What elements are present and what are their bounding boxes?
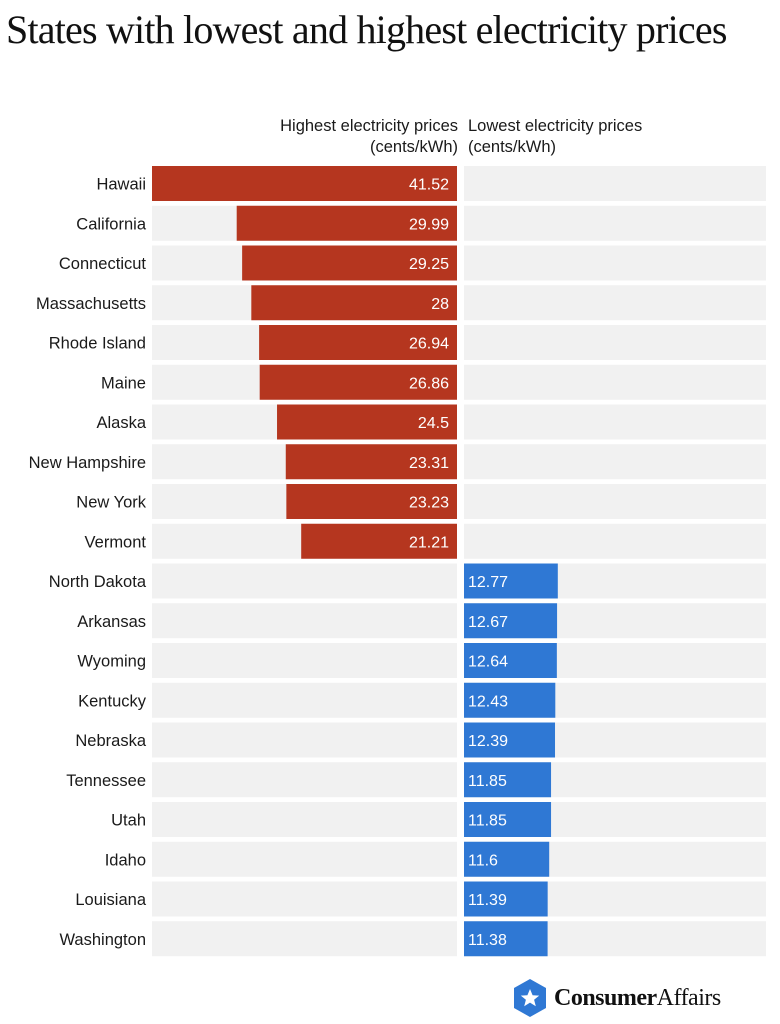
state-label: Nebraska xyxy=(75,732,146,750)
bar-low xyxy=(464,921,548,957)
bar-high xyxy=(301,523,457,559)
value-label: 12.77 xyxy=(468,574,508,591)
brand-name-regular: Affairs xyxy=(656,985,722,1011)
track-high xyxy=(152,563,457,599)
track-high xyxy=(152,881,457,917)
value-label: 24.5 xyxy=(418,415,449,432)
track-high xyxy=(152,802,457,837)
track-high xyxy=(152,921,457,957)
bar-low xyxy=(464,802,552,837)
value-label: 26.86 xyxy=(409,375,449,392)
header-lowest-line2: (cents/kWh) xyxy=(468,138,557,156)
header-highest-line2: (cents/kWh) xyxy=(369,138,458,156)
state-label: Hawaii xyxy=(96,176,146,194)
track-high xyxy=(152,722,457,758)
track-low xyxy=(464,364,766,400)
header-lowest: Lowest electricity prices (cents/kWh) xyxy=(468,116,642,158)
brand-name: ConsumerAffairs xyxy=(554,984,721,1012)
brand-name-bold: Consumer xyxy=(554,985,657,1011)
bar-low xyxy=(464,643,557,678)
track-high xyxy=(152,762,457,798)
track-low xyxy=(464,285,766,321)
bar-low xyxy=(464,762,552,798)
bar-low xyxy=(464,881,548,917)
value-label: 12.43 xyxy=(468,693,508,710)
state-label: Louisiana xyxy=(75,891,146,909)
state-label: Wyoming xyxy=(77,653,146,671)
bar-low xyxy=(464,841,550,877)
bar-low xyxy=(464,682,556,718)
state-label: Maine xyxy=(101,374,146,392)
state-label: Tennessee xyxy=(66,772,146,790)
value-label: 11.6 xyxy=(468,852,498,869)
shield-star-icon xyxy=(514,979,546,1017)
value-label: 23.23 xyxy=(409,495,449,512)
value-label: 29.99 xyxy=(409,216,449,233)
track-low xyxy=(464,404,766,440)
track-low xyxy=(464,444,766,480)
track-high xyxy=(152,682,457,718)
value-label: 12.39 xyxy=(468,733,508,750)
track-low xyxy=(464,484,766,519)
value-label: 23.31 xyxy=(409,455,449,472)
state-label: Washington xyxy=(59,931,146,949)
state-label: New York xyxy=(76,494,146,512)
bar-high xyxy=(259,325,457,360)
value-label: 21.21 xyxy=(409,534,449,551)
state-label: Arkansas xyxy=(77,613,146,631)
state-label: Alaska xyxy=(96,414,146,432)
header-lowest-line1: Lowest electricity prices xyxy=(468,117,643,135)
bar-high xyxy=(285,444,457,480)
state-label: North Dakota xyxy=(49,573,147,591)
header-highest-line1: Highest electricity prices xyxy=(280,117,458,135)
state-label: Massachusetts xyxy=(36,295,146,313)
track-low xyxy=(464,205,766,241)
bar-low xyxy=(464,722,556,758)
state-label: California xyxy=(76,215,147,233)
chart-title: States with lowest and highest electrici… xyxy=(6,7,727,52)
state-label: Idaho xyxy=(105,851,146,869)
value-label: 11.38 xyxy=(468,932,507,949)
state-label: New Hampshire xyxy=(29,454,146,472)
value-label: 29.25 xyxy=(409,256,449,273)
track-low xyxy=(464,523,766,559)
bar-high xyxy=(259,364,457,400)
bar-high xyxy=(286,484,457,519)
track-high xyxy=(152,603,457,639)
bar-low xyxy=(464,563,558,599)
state-label: Utah xyxy=(111,812,146,830)
value-label: 11.85 xyxy=(468,773,507,790)
track-low xyxy=(464,245,766,281)
bar-low xyxy=(464,603,558,639)
value-label: 11.85 xyxy=(468,813,507,830)
state-label: Connecticut xyxy=(59,255,147,273)
value-label: 41.52 xyxy=(409,177,449,194)
track-high xyxy=(152,643,457,678)
bar-high xyxy=(242,245,457,281)
bar-high xyxy=(236,205,457,241)
track-low xyxy=(464,166,766,201)
bar-high xyxy=(277,404,457,440)
state-label: Vermont xyxy=(85,533,147,551)
state-label: Rhode Island xyxy=(49,335,146,353)
value-label: 12.67 xyxy=(468,614,508,631)
value-label: 28 xyxy=(431,296,449,313)
bar-high xyxy=(152,166,457,201)
state-label: Kentucky xyxy=(78,692,147,710)
value-label: 12.64 xyxy=(468,654,508,671)
bar-high xyxy=(251,285,457,321)
track-low xyxy=(464,325,766,360)
header-highest: Highest electricity prices (cents/kWh) xyxy=(280,116,458,158)
track-high xyxy=(152,841,457,877)
value-label: 11.39 xyxy=(468,892,507,909)
value-label: 26.94 xyxy=(409,336,449,353)
